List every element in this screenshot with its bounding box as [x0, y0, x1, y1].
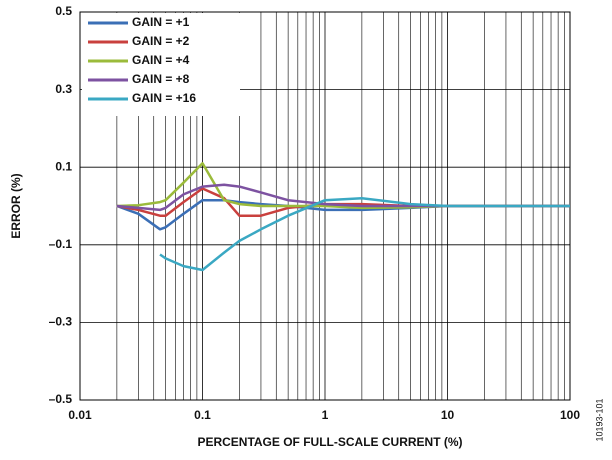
legend-label: GAIN = +1	[132, 15, 190, 29]
x-tick-label: 0.01	[68, 408, 92, 422]
figure-id: 10193-101	[594, 398, 604, 441]
legend-label: GAIN = +8	[132, 72, 190, 86]
x-tick-label: 1	[322, 408, 329, 422]
y-tick-label: 0.5	[55, 4, 72, 18]
legend-label: GAIN = +16	[132, 91, 196, 105]
y-tick-label: 0.3	[55, 82, 72, 96]
y-tick-label: –0.5	[49, 392, 73, 406]
y-tick-label: –0.1	[49, 237, 73, 251]
y-axis-label: ERROR (%)	[9, 173, 23, 238]
x-tick-label: 100	[560, 408, 580, 422]
x-tick-label: 0.1	[194, 408, 211, 422]
y-tick-label: –0.3	[49, 315, 73, 329]
x-axis-label: PERCENTAGE OF FULL-SCALE CURRENT (%)	[197, 435, 462, 449]
series-line	[159, 196, 570, 272]
legend-label: GAIN = +2	[132, 34, 190, 48]
y-tick-label: 0.1	[55, 159, 72, 173]
legend-label: GAIN = +4	[132, 53, 190, 67]
x-tick-label: 10	[441, 408, 455, 422]
